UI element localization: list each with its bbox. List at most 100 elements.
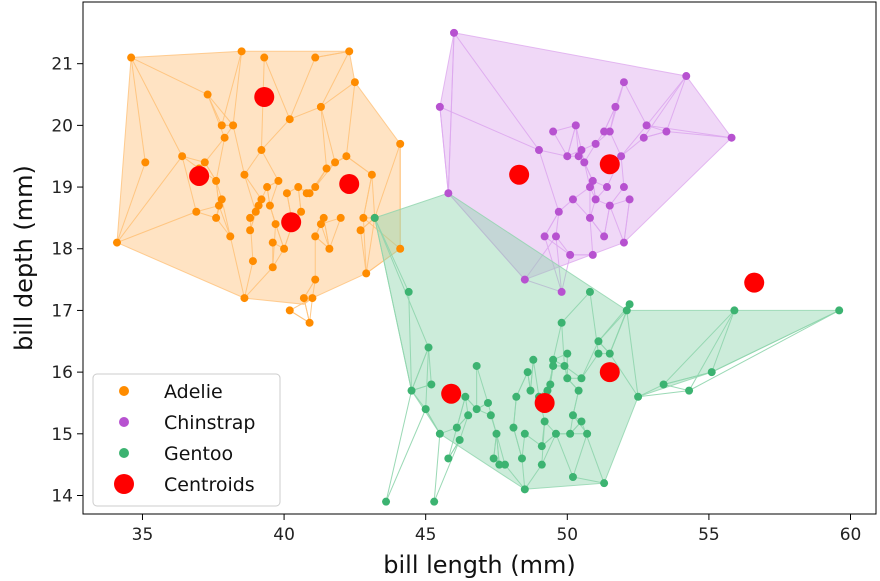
adelie-web-line: [371, 174, 376, 218]
y-axis-title: bill depth (mm): [10, 165, 38, 351]
adelie-web-line: [243, 260, 254, 299]
legend-adelie-label: Adelie: [164, 381, 223, 403]
chinstrap-web-line: [583, 162, 591, 188]
gentoo-point: [625, 300, 634, 309]
gentoo-point: [707, 368, 716, 377]
chinstrap-point: [639, 133, 648, 142]
adelie-point: [311, 53, 320, 62]
y-tick-label: 21: [51, 55, 73, 75]
legend-gentoo-label: Gentoo: [164, 443, 233, 465]
adelie-point: [203, 90, 212, 99]
adelie-point: [268, 263, 277, 272]
adelie-point: [214, 201, 223, 210]
chinstrap-point: [571, 121, 580, 130]
adelie-web-line: [320, 51, 350, 108]
adelie-web-line: [345, 82, 356, 157]
chinstrap-point: [588, 250, 597, 259]
chinstrap-web-line: [566, 125, 577, 157]
adelie-web-line: [320, 106, 328, 169]
adelie-point: [322, 164, 331, 173]
chinstrap-web-line: [555, 211, 560, 237]
gentoo-web-line: [529, 359, 534, 391]
chinstrap-web-line: [555, 236, 563, 292]
adelie-web-line: [263, 57, 291, 120]
adelie-web-line: [232, 125, 245, 175]
gentoo-web-line: [495, 433, 500, 465]
adelie-point: [311, 275, 320, 284]
chinstrap-point: [534, 146, 543, 155]
adelie-point: [254, 201, 263, 210]
adelie-point: [212, 213, 221, 222]
gentoo-web-line: [428, 347, 432, 385]
gentoo-point: [577, 417, 586, 426]
adelie-point: [217, 121, 226, 130]
centroid-point: [254, 86, 275, 107]
chinstrap-web-line: [439, 106, 540, 151]
gentoo-web-line: [513, 427, 523, 459]
adelie-web-line: [309, 298, 313, 323]
gentoo-point: [529, 355, 538, 364]
adelie-web-line: [204, 137, 225, 163]
gentoo-web-line: [532, 359, 540, 397]
gentoo-web-line: [456, 396, 466, 428]
legend-adelie-marker: [119, 386, 129, 396]
gentoo-web-line: [515, 371, 529, 398]
adelie-point: [141, 158, 150, 167]
gentoo-point: [540, 417, 549, 426]
gentoo-web-line: [374, 217, 410, 293]
chinstrap-point: [625, 195, 634, 204]
adelie-point: [308, 294, 317, 303]
x-tick-label: 45: [415, 525, 437, 545]
y-tick-label: 15: [51, 425, 73, 445]
adelie-point: [294, 183, 303, 192]
chinstrap-web-line: [620, 156, 625, 188]
chinstrap-point: [444, 189, 453, 198]
x-axis: 35 40 45 50 55 60: [132, 514, 861, 545]
gentoo-point: [563, 349, 572, 358]
gentoo-web-line: [572, 476, 605, 484]
chinstrap-web-line: [447, 192, 526, 280]
chinstrap-point: [591, 195, 600, 204]
chinstrap-web-line: [609, 131, 622, 157]
gentoo-point: [486, 411, 495, 420]
chinstrap-point: [557, 287, 566, 296]
gentoo-point: [464, 411, 473, 420]
chinstrap-web-line: [665, 75, 687, 132]
chinstrap-web-line: [620, 137, 645, 157]
gentoo-point: [551, 429, 560, 438]
chinstrap-web-line: [524, 236, 557, 280]
adelie-web-line: [116, 162, 146, 243]
gentoo-point: [461, 392, 470, 401]
gentoo-web-line: [433, 433, 441, 502]
adelie-web-line: [261, 118, 291, 151]
centroid-point: [534, 392, 555, 413]
adelie-point: [220, 133, 229, 142]
gentoo-web-line: [572, 390, 580, 416]
gentoo-point: [566, 429, 575, 438]
y-tick-label: 17: [51, 301, 73, 321]
adelie-point: [127, 53, 136, 62]
adelie-web-line: [130, 57, 146, 163]
gentoo-web-line: [385, 390, 413, 502]
gentoo-point: [526, 386, 535, 395]
gentoo-web-line: [459, 415, 469, 441]
chinstrap-point: [577, 146, 586, 155]
chinstrap-web-line: [561, 254, 571, 293]
adelie-web-line: [244, 174, 262, 200]
chinstrap-web-line: [620, 125, 647, 157]
adelie-web-line: [275, 223, 285, 249]
adelie-web-line: [181, 156, 197, 212]
adelie-point: [316, 102, 325, 111]
adelie-web-line: [229, 236, 245, 299]
gentoo-web-line: [561, 322, 565, 366]
chinstrap-point: [580, 158, 589, 167]
gentoo-point: [583, 429, 592, 438]
plot-frame: [82, 1, 877, 515]
chinstrap-web-line: [552, 131, 568, 157]
centroid-point: [189, 165, 210, 186]
adelie-point: [251, 207, 260, 216]
gentoo-point: [495, 460, 504, 469]
centroid-point: [599, 154, 620, 175]
gentoo-web-line: [541, 433, 557, 465]
